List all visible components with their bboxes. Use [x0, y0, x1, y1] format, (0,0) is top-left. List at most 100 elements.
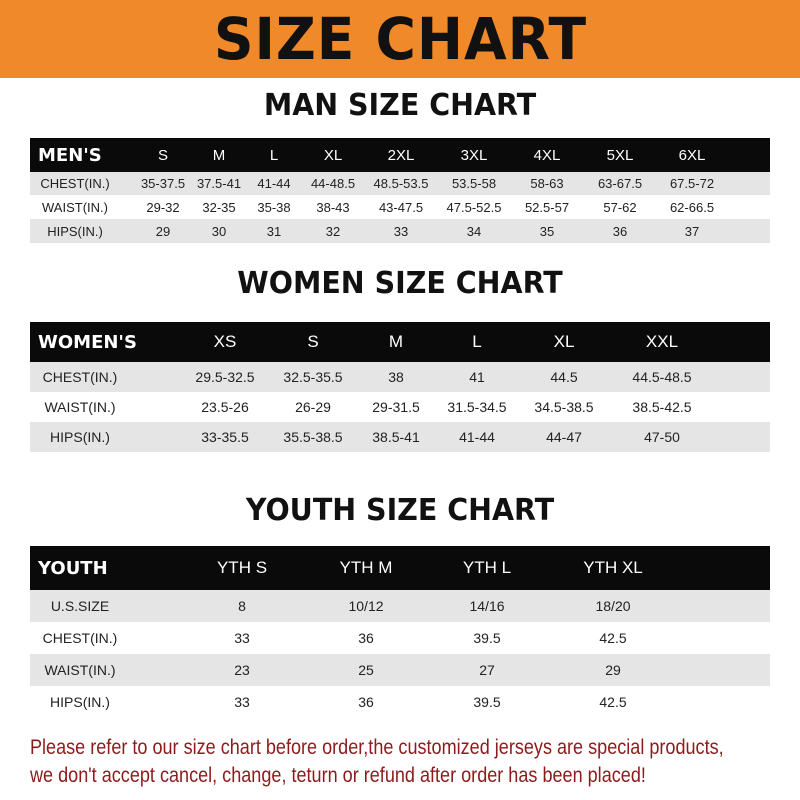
women-size-table: WOMEN'S XS S M L XL XXL CHEST(IN.) 29.5-32.5 32.5… [30, 322, 770, 452]
measurement-cell: 44.5-48.5 [632, 369, 692, 385]
measurement-cell: 26-29 [295, 399, 331, 415]
measurement-cell: 47.5-52.5 [446, 199, 502, 215]
youth-title: YOUTH SIZE CHART [245, 493, 555, 528]
table-row: HIPS(IN.) 33-35.5 35.5-38.5 38.5-41 41-44 44-… [30, 422, 770, 452]
measurement-cell: 41-44 [459, 429, 495, 445]
measurement-cell: 29 [155, 223, 171, 239]
men-size-table: MEN'S S M L XL 2XL 3XL 4XL 5XL 6XL CHEST(IN.) 35-37… [30, 138, 770, 243]
measurement-cell: 29-31.5 [372, 399, 420, 415]
row-label: WAIST(IN.) [42, 199, 108, 215]
women-header-row: WOMEN'S XS S M L XL XXL [30, 322, 770, 362]
row-label: HIPS(IN.) [47, 223, 103, 239]
banner-title: SIZE CHART [213, 5, 587, 73]
measurement-cell: 32 [325, 223, 341, 239]
measurement-cell: 38.5-41 [372, 429, 420, 445]
table-row: CHEST(IN.) 33 36 39.5 42.5 [30, 622, 770, 654]
measurement-cell: 43-47.5 [378, 199, 424, 215]
size-header: S [157, 146, 169, 164]
row-label: WAIST(IN.) [44, 662, 116, 678]
measurement-cell: 36 [358, 694, 374, 710]
measurement-cell: 33 [393, 223, 409, 239]
measurement-cell: 30 [211, 223, 227, 239]
measurement-cell: 29.5-32.5 [195, 369, 255, 385]
measurement-cell: 37.5-41 [196, 176, 242, 191]
size-header: M [388, 332, 404, 351]
table-row: HIPS(IN.) 33 36 39.5 42.5 [30, 686, 770, 718]
measurement-cell: 36 [612, 223, 628, 239]
men-header-label: MEN'S [38, 144, 102, 166]
measurement-cell: 34 [466, 223, 482, 239]
size-header: XXL [645, 332, 679, 351]
size-header: 5XL [606, 146, 634, 164]
measurement-cell: 41 [469, 369, 485, 385]
measurement-cell: 31.5-34.5 [447, 399, 507, 415]
measurement-cell: 32-35 [202, 199, 236, 215]
measurement-cell: 10/12 [348, 598, 384, 614]
measurement-cell: 41-44 [257, 176, 291, 191]
measurement-cell: 23 [234, 662, 250, 678]
size-header: XL [553, 332, 575, 351]
row-label: CHEST(IN.) [42, 369, 118, 385]
row-label: CHEST(IN.) [40, 176, 110, 191]
measurement-cell: 34.5-38.5 [534, 399, 594, 415]
measurement-cell: 35-38 [257, 199, 291, 215]
measurement-cell: 44-47 [546, 429, 582, 445]
measurement-cell: 62-66.5 [669, 199, 715, 215]
measurement-cell: 44-48.5 [310, 176, 356, 191]
size-header: L [269, 146, 279, 164]
size-header: S [307, 332, 319, 351]
size-header: 3XL [460, 146, 488, 164]
measurement-cell: 35-37.5 [140, 176, 186, 191]
size-header: 4XL [533, 146, 561, 164]
table-row: WAIST(IN.) 29-32 32-35 35-38 38-43 43-47.5 47.… [30, 195, 770, 219]
measurement-cell: 57-62 [603, 199, 637, 215]
youth-size-table: YOUTH YTH S YTH M YTH L YTH XL U.S.SIZE 8 10/12… [30, 546, 770, 718]
measurement-cell: 47-50 [644, 429, 680, 445]
measurement-cell: 38 [388, 369, 404, 385]
measurement-cell: 38-43 [316, 199, 350, 215]
table-row: U.S.SIZE 8 10/12 14/16 18/20 [30, 590, 770, 622]
women-header-label: WOMEN'S [38, 331, 137, 353]
row-label: CHEST(IN.) [42, 630, 118, 646]
notice-line-1: Please refer to our size chart before or… [30, 736, 724, 759]
measurement-cell: 14/16 [469, 598, 505, 614]
measurement-cell: 67.5-72 [669, 176, 715, 191]
size-header: 6XL [678, 146, 706, 164]
notice: Please refer to our size chart before or… [30, 734, 787, 790]
row-label: WAIST(IN.) [44, 399, 116, 415]
measurement-cell: 58-63 [530, 176, 564, 191]
size-header: YTH XL [583, 558, 643, 577]
size-header: YTH S [216, 558, 268, 577]
measurement-cell: 33 [234, 630, 250, 646]
measurement-cell: 29 [605, 662, 621, 678]
measurement-cell: 39.5 [473, 694, 501, 710]
table-row: CHEST(IN.) 29.5-32.5 32.5-35.5 38 41 44.5 44.5… [30, 362, 770, 392]
measurement-cell: 42.5 [599, 694, 627, 710]
measurement-cell: 8 [238, 598, 246, 614]
measurement-cell: 31 [266, 223, 282, 239]
measurement-cell: 39.5 [473, 630, 501, 646]
table-row: WAIST(IN.) 23.5-26 26-29 29-31.5 31.5-34.5 34… [30, 392, 770, 422]
men-header-row: MEN'S S M L XL 2XL 3XL 4XL 5XL 6XL [30, 138, 770, 172]
measurement-cell: 37 [684, 223, 700, 239]
measurement-cell: 27 [479, 662, 495, 678]
size-header: L [472, 332, 482, 351]
measurement-cell: 35 [539, 223, 555, 239]
youth-header-row: YOUTH YTH S YTH M YTH L YTH XL [30, 546, 770, 590]
measurement-cell: 32.5-35.5 [283, 369, 343, 385]
measurement-cell: 25 [358, 662, 374, 678]
row-label: HIPS(IN.) [50, 429, 110, 445]
size-header: XL [323, 146, 343, 164]
measurement-cell: 35.5-38.5 [283, 429, 343, 445]
measurement-cell: 36 [358, 630, 374, 646]
notice-line-2: we don't accept cancel, change, teturn o… [30, 764, 646, 787]
table-row: CHEST(IN.) 35-37.5 37.5-41 41-44 44-48.5 48.5… [30, 172, 770, 195]
size-header: 2XL [387, 146, 415, 164]
measurement-cell: 33-35.5 [201, 429, 249, 445]
measurement-cell: 48.5-53.5 [373, 176, 429, 191]
measurement-cell: 29-32 [146, 199, 180, 215]
banner: SIZE CHART [0, 0, 800, 78]
men-title: MAN SIZE CHART [263, 88, 537, 123]
measurement-cell: 52.5-57 [524, 199, 570, 215]
size-header: YTH L [462, 558, 512, 577]
